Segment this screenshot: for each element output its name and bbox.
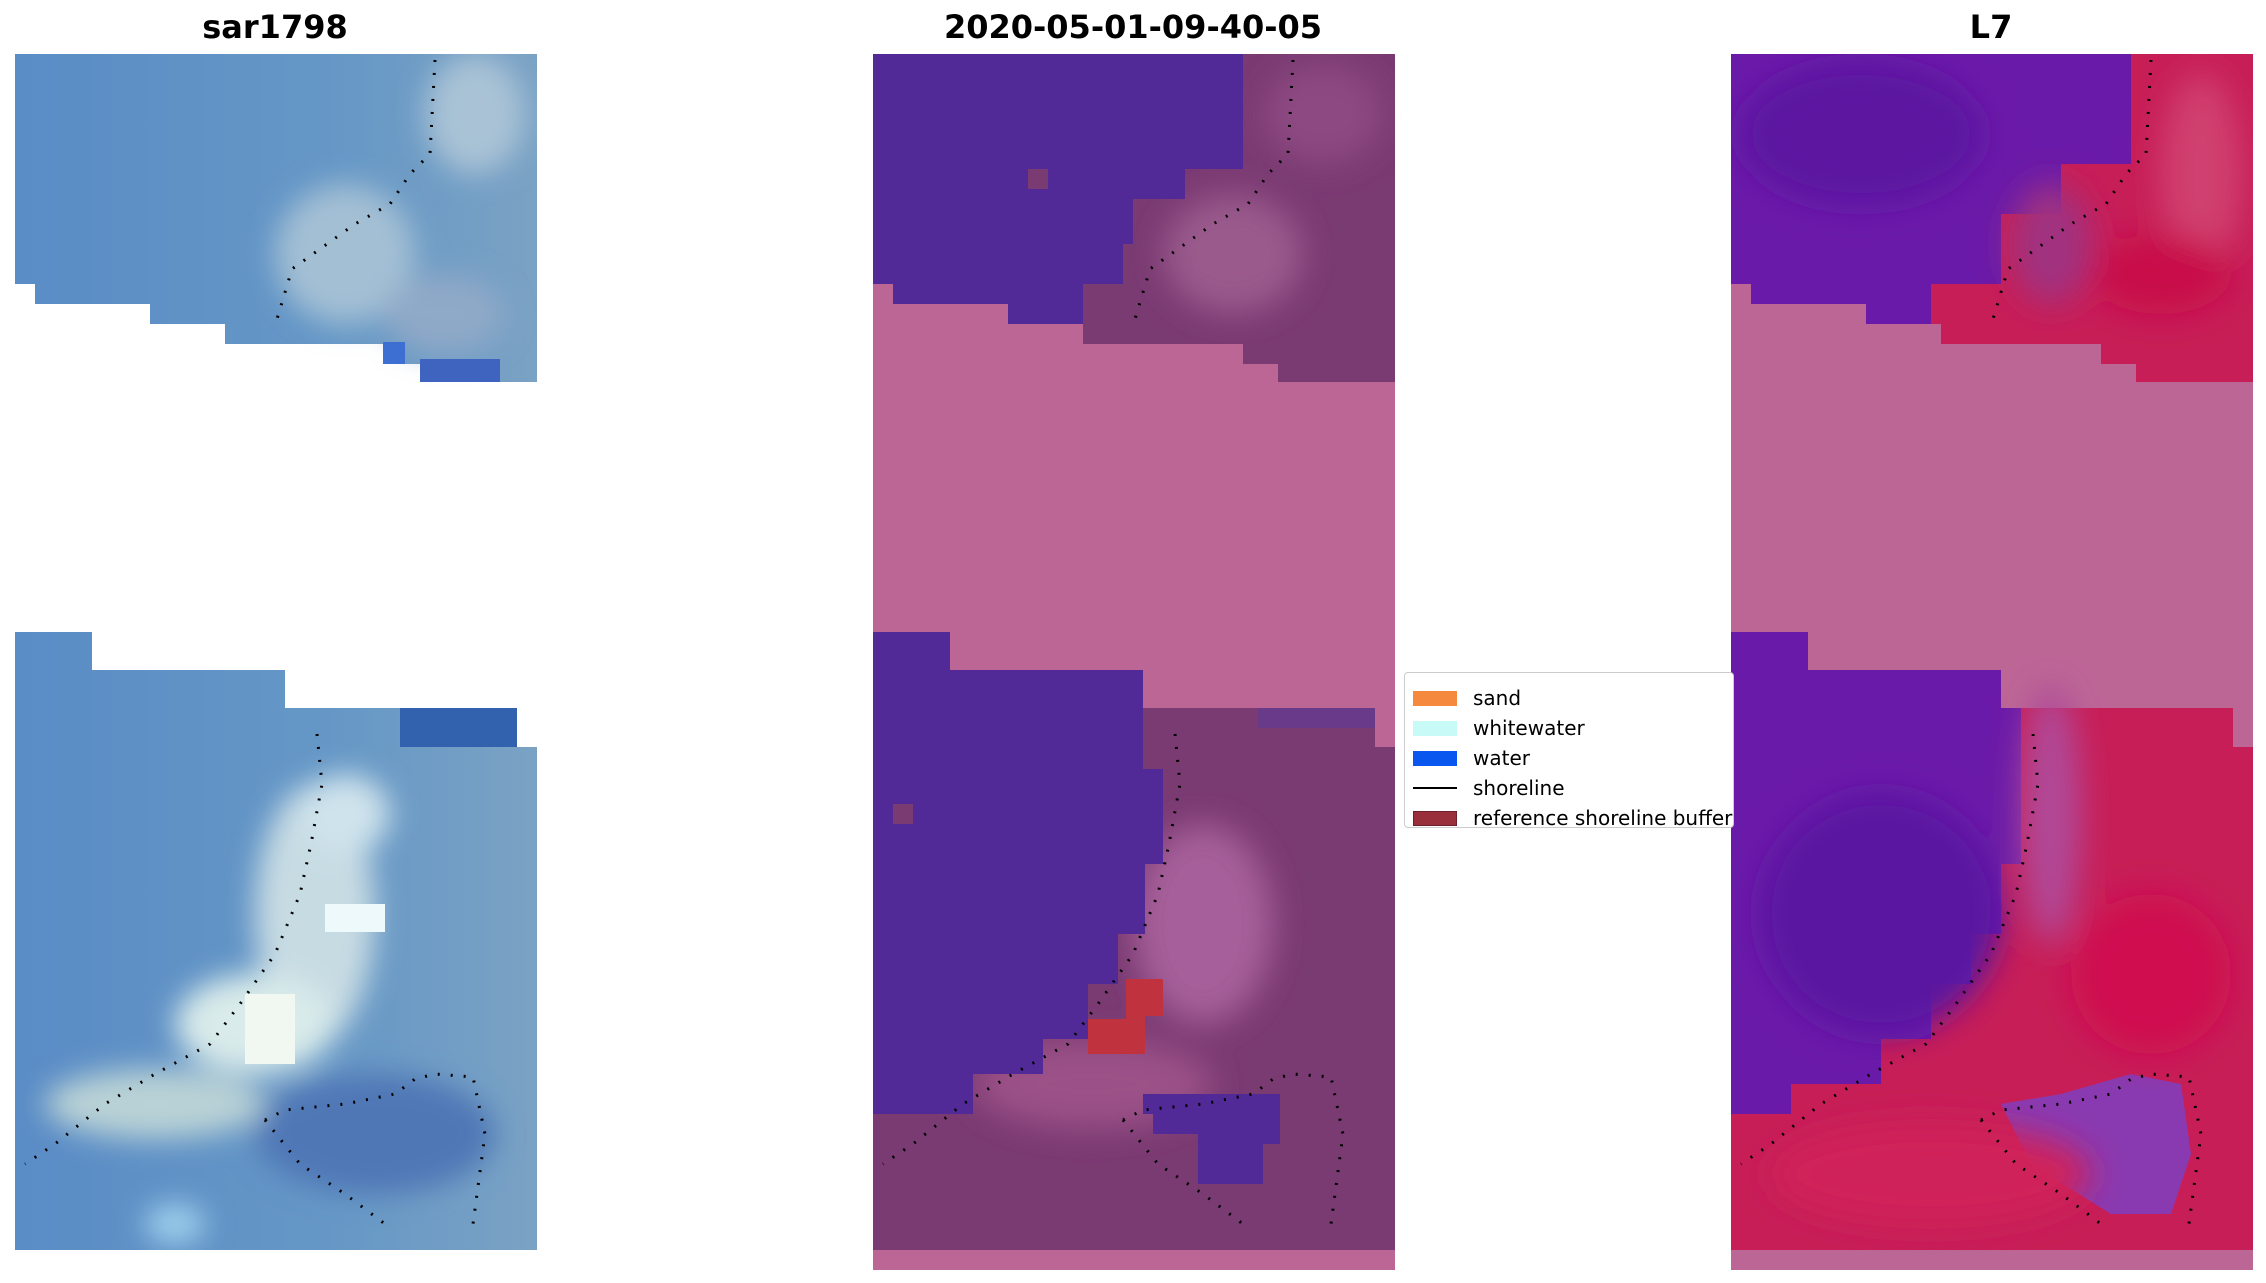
classified-top-water [873,54,1243,344]
classified-water-patch [893,804,913,824]
classified-top-land-texture [1163,64,1383,314]
legend-swatch-reference-buffer [1413,810,1457,826]
legend-swatch-whitewater [1413,720,1457,736]
index-top-texture [1741,64,2241,314]
classified-bottom-nodata-strip [873,1250,1395,1270]
classified-bottom-water-pool [1143,1094,1280,1184]
legend-label: shoreline [1473,776,1565,800]
rgb-top-blue-patch [420,359,500,382]
rgb-top-texture [275,54,525,354]
legend-label: whitewater [1473,716,1585,740]
legend-line-shoreline [1413,787,1457,789]
panel-title-index: L7 [1969,8,2013,46]
legend-label: reference shoreline buffer [1473,806,1733,828]
classified-buffer-region [1088,979,1163,1054]
rgb-bottom-bright [325,904,385,932]
legend-item-sand: sand [1405,684,1521,712]
rgb-top-blue-patch [383,342,405,364]
legend-label: water [1473,746,1530,770]
index-bottom-water-pool [2001,1074,2191,1214]
panel-title-classified: 2020-05-01-09-40-05 [943,8,1323,46]
classified-water-patch [1258,708,1375,728]
rgb-bottom-bright [245,994,295,1064]
panel-title-rgb: sar1798 [202,8,348,46]
rgb-image-panel [15,54,537,1250]
rgb-bottom-dark-strip [400,708,517,747]
index-image-panel [1731,54,2253,1270]
legend: sand whitewater water shoreline referenc… [1404,672,1734,828]
legend-item-whitewater: whitewater [1405,714,1585,742]
legend-label: sand [1473,686,1522,710]
legend-item-reference-buffer: reference shoreline buffer [1405,804,1733,828]
classified-top-water-patch [1028,169,1048,189]
legend-swatch-sand [1413,690,1457,706]
classified-bottom-water [873,632,1163,1114]
index-bottom-nodata-strip [1731,1250,2253,1270]
legend-item-shoreline: shoreline [1405,774,1565,802]
classified-image-panel [873,54,1395,1270]
index-bottom-texture [1761,684,2231,1224]
legend-swatch-water [1413,750,1457,766]
legend-item-water: water [1405,744,1530,772]
classified-top-nodata-edge [873,284,1395,632]
index-top-nodata-edge [1731,284,2253,632]
